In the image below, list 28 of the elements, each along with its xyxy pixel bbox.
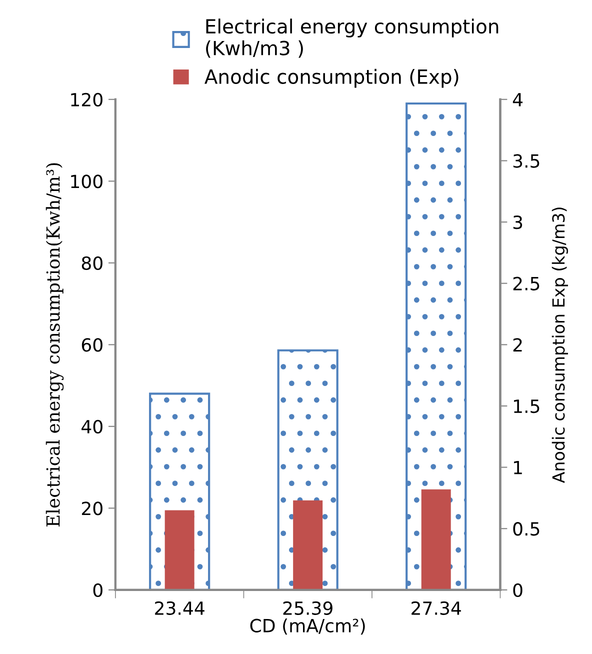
legend-label: Electrical energy consumption (Kwh/m3 )	[206, 18, 498, 58]
y2-tick-label: 0	[513, 583, 522, 598]
y-tick-label: 0	[93, 583, 102, 598]
y2-tick-label: 2.5	[513, 276, 540, 290]
y-axis-title: Electrical energy consumption(Kwh/m³)	[46, 163, 64, 527]
x-tick-label: 27.34	[412, 601, 461, 615]
y-tick-label: 20	[82, 502, 102, 516]
y2-tick-label: 4	[512, 93, 523, 106]
x-tick-label: 25.39	[283, 601, 332, 615]
y2-axis-title: Anodic consumption Exp (kg/m3)	[552, 208, 568, 484]
y-tick-label: 120	[71, 92, 102, 107]
bar	[293, 500, 323, 590]
x-axis-title: CD (mA/cm²)	[250, 618, 365, 635]
y2-tick-label: 2	[513, 338, 522, 352]
x-tick-label: 23.44	[155, 601, 204, 615]
bar	[164, 510, 194, 590]
bar	[406, 102, 467, 590]
y-tick-label: 80	[82, 256, 102, 270]
y2-tick-label: 3	[513, 215, 522, 230]
legend-label: Anodic consumption (Exp)	[204, 68, 458, 88]
bar	[421, 489, 451, 590]
y2-tick-label: 1.5	[514, 400, 540, 414]
y-tick-label: 60	[82, 338, 102, 352]
y2-tick-label: 3.5	[513, 154, 540, 168]
y2-tick-label: 1	[514, 460, 522, 474]
y-tick-label: 100	[71, 174, 102, 188]
y2-tick-label: 0.5	[513, 522, 540, 536]
y-tick-label: 40	[82, 420, 102, 434]
